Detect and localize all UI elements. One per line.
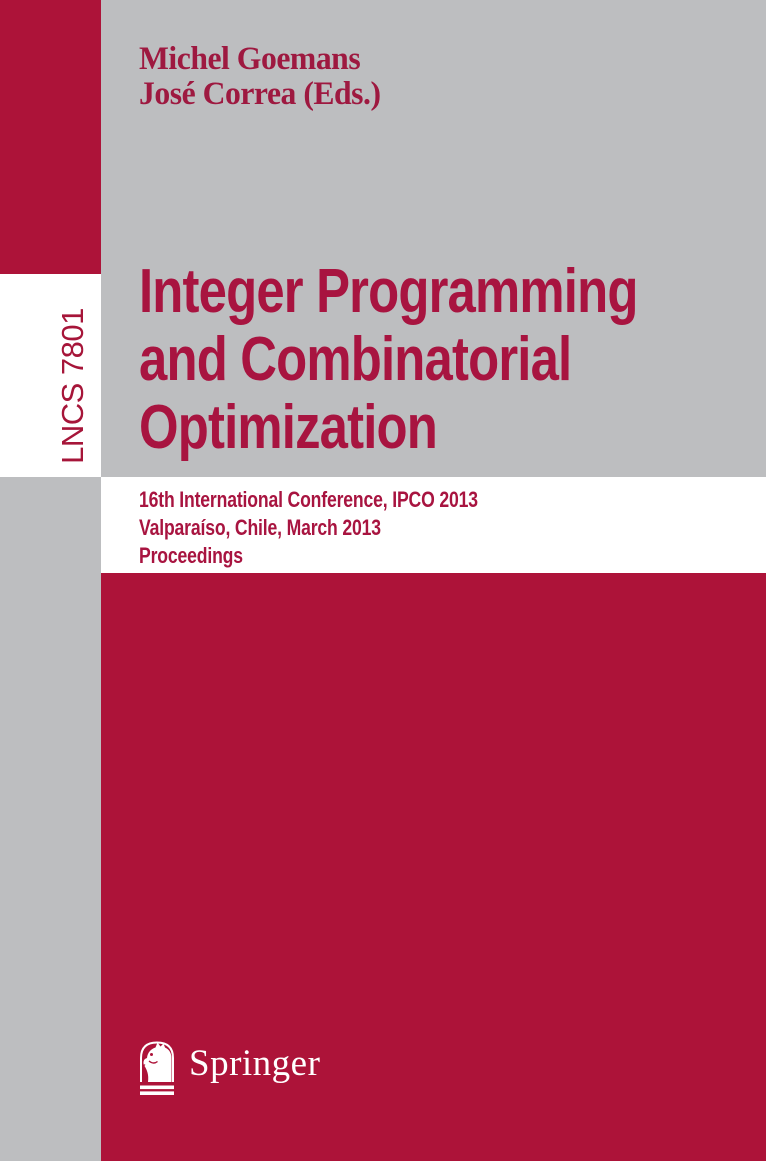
publisher-name: Springer xyxy=(189,1043,321,1084)
spine-series-label: LNCS 7801 xyxy=(55,308,90,464)
subtitle-line: 16th International Conference, IPCO 2013 xyxy=(139,487,478,512)
subtitle-line: Valparaíso, Chile, March 2013 xyxy=(139,515,381,540)
springer-logo: Springer xyxy=(138,1039,320,1095)
title-line: Optimization xyxy=(139,393,438,462)
springer-horse-icon xyxy=(140,1041,174,1095)
title-line: and Combinatorial xyxy=(139,325,572,394)
spine-lncs-strip xyxy=(0,274,101,477)
footer-red-panel: Springer xyxy=(101,573,766,1161)
author-line: Michel Goemans xyxy=(139,41,361,77)
header-gray-panel: Michel Goemans José Correa (Eds.) Intege… xyxy=(101,0,766,477)
subtitle-white-band: 16th International Conference, IPCO 2013… xyxy=(101,477,766,573)
author-line: José Correa (Eds.) xyxy=(139,76,381,112)
subtitle-line: Proceedings xyxy=(139,543,243,568)
authors-block: Michel Goemans José Correa (Eds.) xyxy=(139,42,391,112)
spine-red-block xyxy=(0,0,101,274)
book-title: Integer Programming and Combinatorial Op… xyxy=(139,258,747,462)
title-line: Integer Programming xyxy=(139,257,638,326)
spine-gray-block xyxy=(0,477,101,1161)
subtitle-block: 16th International Conference, IPCO 2013… xyxy=(139,486,563,570)
